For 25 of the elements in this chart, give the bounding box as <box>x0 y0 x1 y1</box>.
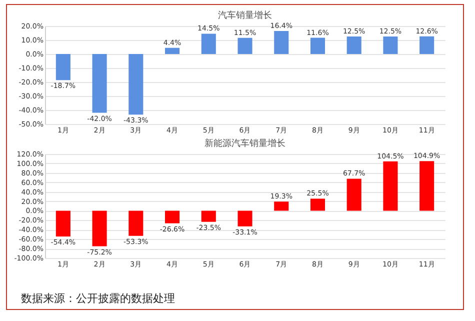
bar <box>128 54 144 115</box>
bar <box>238 210 252 226</box>
bar <box>165 210 180 224</box>
bar <box>92 54 107 113</box>
bar <box>201 34 216 54</box>
bar <box>383 161 398 211</box>
chart-title: 汽车销量增长 <box>218 10 272 21</box>
bar <box>274 31 289 54</box>
bar <box>238 38 252 54</box>
bar <box>56 210 70 236</box>
bar <box>92 210 107 246</box>
bar <box>310 38 325 54</box>
bar <box>420 36 434 54</box>
bar <box>56 54 70 80</box>
bar <box>346 36 362 54</box>
source-note: 数据来源：公开披露的数据处理 <box>21 291 175 306</box>
bar <box>383 36 398 54</box>
bar <box>274 202 289 211</box>
bar <box>420 161 434 211</box>
bar <box>128 210 144 236</box>
bar <box>310 198 325 211</box>
bar <box>201 210 216 222</box>
bar <box>165 48 180 54</box>
chart-title: 新能源汽车销量增长 <box>204 138 286 149</box>
bar <box>346 178 362 211</box>
